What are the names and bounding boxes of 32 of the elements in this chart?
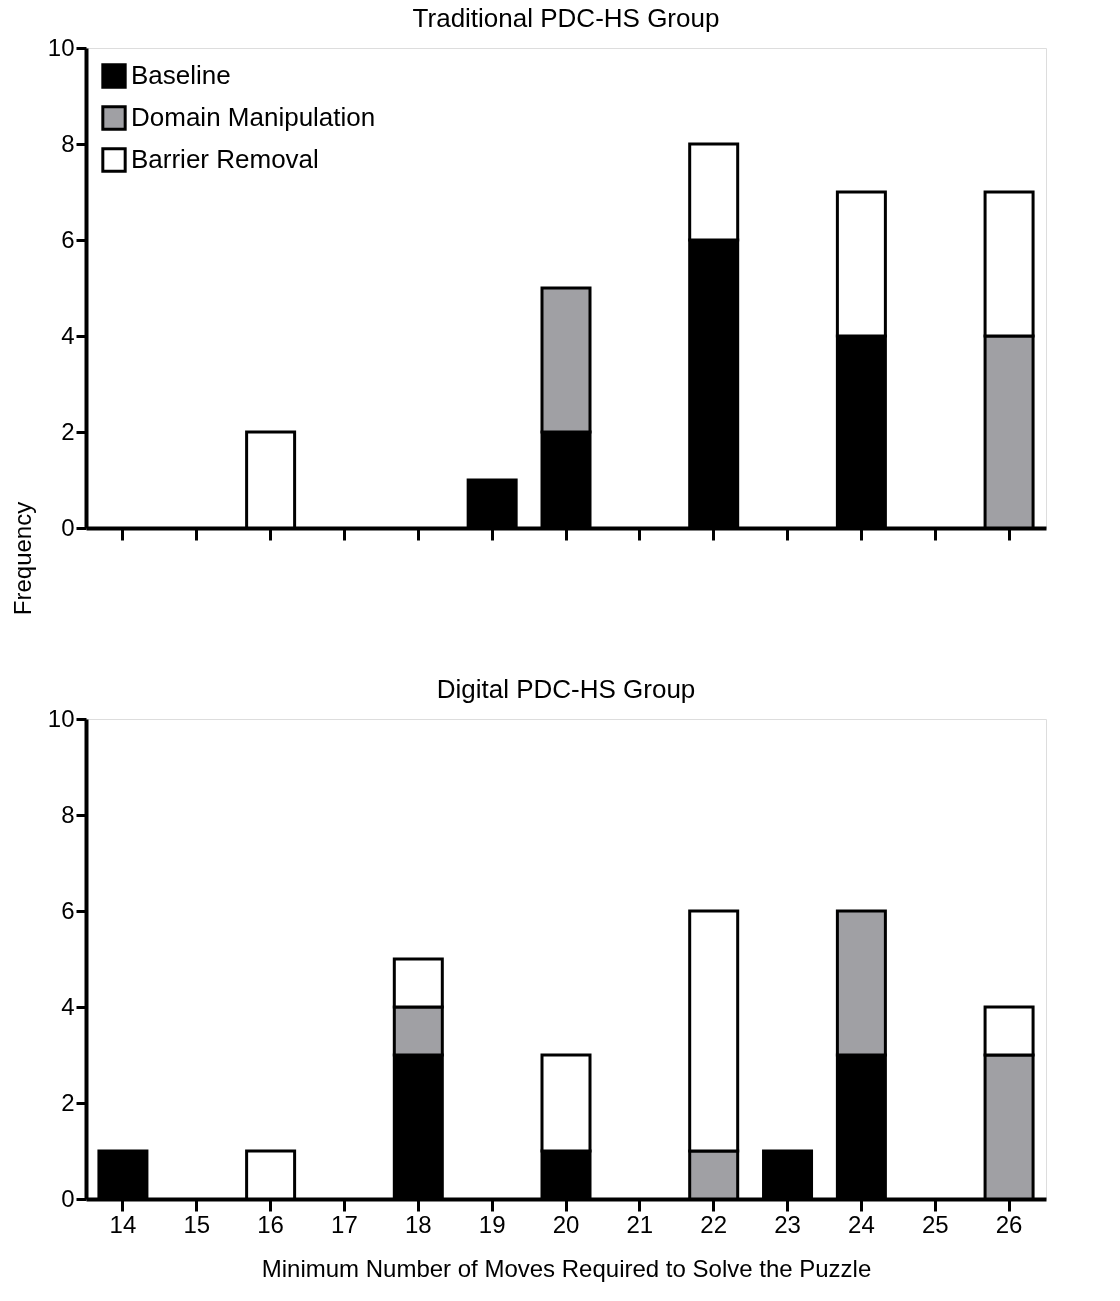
x-tick-label: 22 [700, 1210, 728, 1238]
y-tick-label: 0 [61, 513, 75, 541]
x-tick-label: 17 [331, 1210, 358, 1238]
x-tick-label: 14 [109, 1210, 137, 1238]
x-tick-label: 19 [478, 1210, 506, 1238]
x-tick-label: 16 [257, 1210, 284, 1238]
x-tick-label: 24 [848, 1210, 875, 1238]
y-tick-label: 4 [61, 992, 75, 1020]
legend-label: Barrier Removal [131, 144, 319, 174]
x-tick-label: 23 [774, 1210, 801, 1238]
legend-label: Domain Manipulation [131, 102, 376, 132]
x-tick-label: 20 [552, 1210, 580, 1238]
y-tick-label: 2 [61, 1088, 75, 1116]
y-tick-label: 10 [47, 704, 75, 732]
y-tick-label: 6 [61, 896, 75, 924]
y-tick-label: 10 [47, 33, 75, 61]
x-tick-label: 26 [995, 1210, 1023, 1238]
legend-label: Baseline [131, 60, 231, 90]
y-tick-label: 8 [61, 129, 75, 157]
y-tick-label: 2 [61, 417, 75, 445]
y-tick-label: 6 [61, 225, 75, 253]
y-tick-label: 0 [61, 1184, 75, 1212]
x-tick-label: 25 [921, 1210, 949, 1238]
x-axis-title: Minimum Number of Moves Required to Solve the Puzzle [261, 1254, 872, 1282]
chart-title: Traditional PDC-HS Group [412, 3, 720, 33]
chart-title: Digital PDC-HS Group [436, 674, 696, 704]
x-tick-label: 21 [626, 1210, 654, 1238]
x-tick-label: 15 [183, 1210, 211, 1238]
y-tick-label: 8 [61, 800, 75, 828]
y-tick-label: 4 [61, 321, 75, 349]
y-axis-title: Frequency [8, 501, 36, 616]
x-tick-label: 18 [404, 1210, 432, 1238]
